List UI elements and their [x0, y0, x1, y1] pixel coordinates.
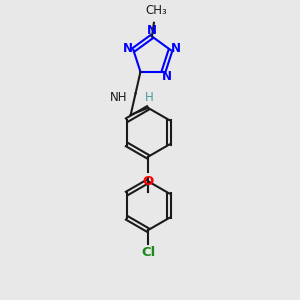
- Text: N: N: [147, 24, 157, 37]
- Text: N: N: [171, 42, 181, 55]
- Text: NH: NH: [110, 91, 128, 104]
- Text: O: O: [142, 176, 154, 188]
- Text: Cl: Cl: [141, 246, 155, 259]
- Text: N: N: [162, 70, 172, 83]
- Text: CH₃: CH₃: [145, 4, 167, 17]
- Text: N: N: [123, 42, 133, 55]
- Text: H: H: [145, 91, 154, 104]
